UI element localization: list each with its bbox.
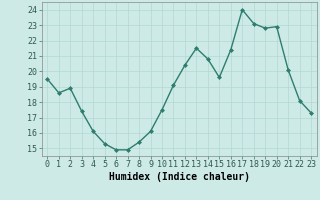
X-axis label: Humidex (Indice chaleur): Humidex (Indice chaleur) [109,172,250,182]
